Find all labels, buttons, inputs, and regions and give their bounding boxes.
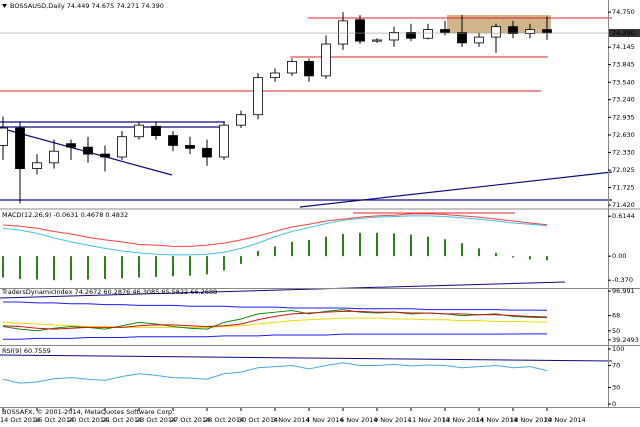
x-tick-label: 14 Oct 2014 <box>0 416 40 424</box>
y-tick-label: 0 <box>612 400 616 408</box>
candle-body <box>134 124 144 138</box>
tdi-trend-line <box>0 281 566 299</box>
candle-body <box>525 29 535 35</box>
candle-body <box>253 77 263 116</box>
zone-rect <box>447 15 551 33</box>
y-tick-label: 73.240 <box>612 96 635 104</box>
copyright: BOSSAFX, © 2001-2014, MetaQuotes Softwar… <box>2 408 174 416</box>
y-tick-label: 96.991 <box>612 287 635 295</box>
y-tick-label: 73.845 <box>612 61 635 69</box>
candle-body <box>236 114 246 126</box>
x-tick-label: 16 Oct 2014 <box>34 416 74 424</box>
y-tick-label: 100 <box>612 345 624 353</box>
candle-body <box>0 127 8 146</box>
last-price-tag <box>609 29 640 38</box>
candle-body <box>440 29 450 33</box>
candle-body <box>202 147 212 158</box>
candle-body <box>474 36 484 44</box>
candle-body <box>355 19 365 42</box>
candle-body <box>372 39 382 42</box>
candle-body <box>423 29 433 39</box>
y-tick-label: 30 <box>612 383 620 391</box>
candle-body <box>389 32 399 41</box>
candle-body <box>83 146 93 155</box>
y-tick-label: 74.750 <box>612 8 635 16</box>
candle-body <box>338 20 348 45</box>
y-tick-label: 70 <box>612 362 620 370</box>
candle-body <box>185 145 195 149</box>
y-tick-label: 50 <box>612 327 620 335</box>
candle-body <box>15 127 25 170</box>
candle-body <box>117 136 127 158</box>
y-tick-label: 72.025 <box>612 166 635 174</box>
x-tick-label: 27 Oct 2014 <box>170 416 210 424</box>
indicator-line <box>2 317 548 328</box>
candle-body <box>457 32 467 44</box>
y-tick-label: 68 <box>612 312 620 320</box>
indicator-line <box>2 215 548 256</box>
candle-body <box>321 43 331 77</box>
y-tick-label: 71.420 <box>612 201 635 209</box>
candle-body <box>304 61 314 77</box>
x-tick-label: 18 Nov 2014 <box>510 416 552 424</box>
candle-body <box>508 26 518 35</box>
indicator-line <box>3 301 548 311</box>
y-tick-label: 72.330 <box>612 148 635 156</box>
indicator-line <box>2 362 548 384</box>
y-tick-label: 73.540 <box>612 78 635 86</box>
candle-body <box>542 29 552 34</box>
rsi-trend-line <box>0 354 613 362</box>
candle-body <box>168 135 178 146</box>
trend-line <box>299 171 613 208</box>
indicator-line <box>2 310 548 330</box>
x-tick-label: 21 Oct 2014 <box>102 416 142 424</box>
y-tick-label: 0.00 <box>612 252 626 260</box>
candle-body <box>219 124 229 158</box>
x-tick-label: 30 Oct 2014 <box>238 416 278 424</box>
x-tick-label: 3 Nov 2014 <box>272 416 310 424</box>
x-tick-label: 9 Nov 2014 <box>374 416 412 424</box>
candle-body <box>49 150 59 164</box>
candle-body <box>406 32 416 39</box>
candle-body <box>100 153 110 158</box>
y-tick-label: 71.725 <box>612 183 635 191</box>
x-tick-label: 20 Oct 2014 <box>68 416 108 424</box>
last-price-label: 74.390 <box>612 29 635 37</box>
rsi-title: RSI(9) 60.7559 <box>2 347 51 355</box>
x-tick-label: 13 Nov 2014 <box>442 416 484 424</box>
x-tick-label: 6 Nov 2014 <box>340 416 378 424</box>
x-tick-label: 4 Nov 2014 <box>306 416 344 424</box>
chart-title: BOSSAUSD,Daily 74.449 74.675 74.271 74.3… <box>10 2 164 10</box>
x-tick-label: 14 Nov 2014 <box>476 416 518 424</box>
x-tick-label: 11 Nov 2014 <box>408 416 450 424</box>
y-tick-label: 72.630 <box>612 131 635 139</box>
candle-body <box>287 61 297 74</box>
indicator-line <box>3 333 548 340</box>
y-tick-label: -0.370 <box>612 276 633 284</box>
y-tick-label: 74.145 <box>612 43 635 51</box>
x-tick-label: 20 Nov 2014 <box>544 416 586 424</box>
indicator-line <box>2 309 548 332</box>
candle-body <box>66 143 76 148</box>
macd-title: MACD(12,26,9) -0.0631 0.4678 0.4832 <box>2 211 128 219</box>
candle-body <box>32 162 42 170</box>
x-tick-label: 28 Oct 2014 <box>204 416 244 424</box>
menu-arrow[interactable] <box>2 4 7 8</box>
y-tick-label: 0.6144 <box>612 212 635 220</box>
y-tick-label: 39.2493 <box>612 336 639 344</box>
candle-body <box>270 72 280 79</box>
tdi-title: TradersDynamicIndex 74.2672 60.2876 46.3… <box>1 288 217 296</box>
y-tick-label: 72.935 <box>612 113 635 121</box>
candle-body <box>151 125 161 136</box>
indicator-line <box>2 213 548 247</box>
candle-body <box>491 26 501 38</box>
x-tick-label: 23 Oct 2014 <box>136 416 176 424</box>
